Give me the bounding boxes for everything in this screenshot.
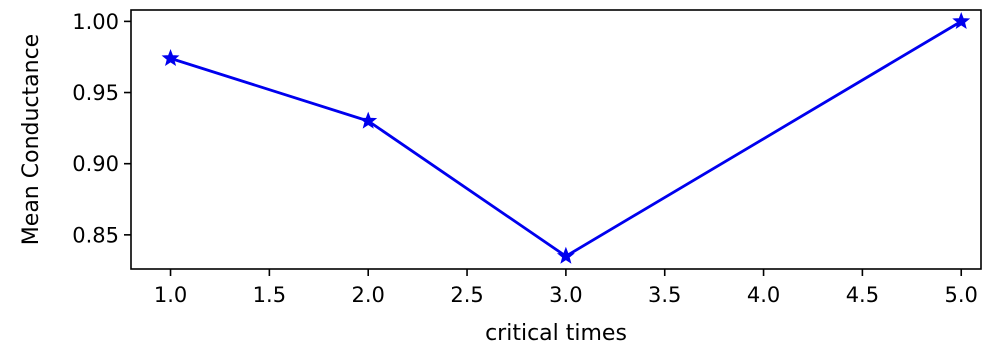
plot-area (131, 10, 981, 269)
x-tick-label: 4.0 (747, 283, 780, 307)
x-tick-label: 3.5 (648, 283, 681, 307)
x-tick-label: 2.5 (450, 283, 483, 307)
series-line (169, 19, 963, 258)
y-tick-label: 0.90 (72, 152, 119, 176)
x-tick-label: 1.0 (154, 283, 187, 307)
x-axis-label: critical times (485, 321, 627, 346)
x-tick-label: 4.5 (846, 283, 879, 307)
axis-ticks: 1.0 1.5 2.0 2.5 3.0 3.5 4.0 4.5 5.0 0.85 0.90 0.95 1… (72, 10, 978, 307)
x-tick-label: 2.0 (352, 283, 385, 307)
y-tick-label: 1.00 (72, 10, 119, 34)
data-layer (161, 11, 971, 264)
y-tick-label: 0.85 (72, 223, 119, 247)
x-tick-label: 5.0 (945, 283, 978, 307)
data-point-star (952, 11, 971, 29)
data-point-star (359, 111, 378, 129)
y-axis-label: Mean Conductance (19, 34, 44, 245)
data-point-star (556, 246, 575, 264)
x-tick-label: 3.0 (549, 283, 582, 307)
x-tick-label: 1.5 (253, 283, 286, 307)
data-point-star (161, 48, 180, 66)
plot-frame (130, 9, 982, 270)
y-tick-label: 0.95 (72, 81, 119, 105)
